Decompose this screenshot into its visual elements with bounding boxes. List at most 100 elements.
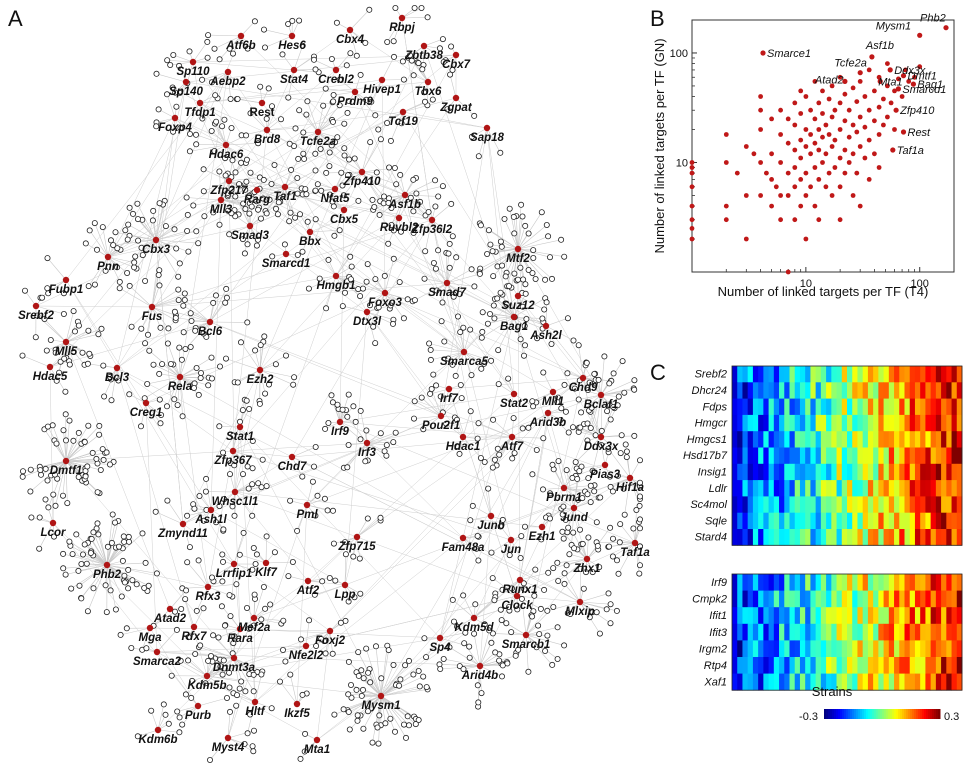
network-edge xyxy=(357,695,382,716)
target-node xyxy=(446,240,453,247)
heatmap-cell xyxy=(747,480,754,497)
network-edge xyxy=(487,316,515,324)
target-node xyxy=(243,156,250,163)
colorbar-segment xyxy=(854,709,857,719)
target-node xyxy=(179,413,186,420)
heatmap-cell xyxy=(878,463,884,481)
network-edge xyxy=(214,35,242,50)
network-edge xyxy=(566,558,588,566)
tf-label: Smad7 xyxy=(428,287,466,299)
heatmap-cell xyxy=(925,431,932,448)
heatmap-cell xyxy=(747,496,754,514)
colorbar-segment xyxy=(930,709,933,719)
target-node xyxy=(28,514,35,521)
heatmap-cell xyxy=(867,496,874,514)
scatter-point xyxy=(798,177,804,182)
target-node xyxy=(219,671,226,678)
network-edge xyxy=(608,448,631,479)
tf-label: Taf1a xyxy=(620,547,650,559)
network-edge xyxy=(462,537,479,561)
network-edge xyxy=(239,580,309,630)
scatter-point xyxy=(829,193,835,198)
heatmap-cell xyxy=(878,398,884,416)
network-edge xyxy=(431,203,452,221)
network-edge xyxy=(517,239,562,250)
target-node xyxy=(326,191,333,198)
target-node xyxy=(176,89,183,96)
target-node xyxy=(343,62,350,69)
heatmap-cell xyxy=(820,623,827,641)
heatmap-cell xyxy=(732,480,738,497)
target-node xyxy=(237,339,244,346)
tf-node xyxy=(190,623,198,631)
target-node xyxy=(518,201,525,208)
target-node xyxy=(364,261,371,268)
heatmap-cell xyxy=(737,463,743,481)
network-edge xyxy=(619,523,636,544)
target-node xyxy=(637,516,644,523)
target-node xyxy=(637,543,644,550)
heatmap-cell xyxy=(894,382,900,399)
network-edge xyxy=(317,123,345,133)
target-node xyxy=(341,539,348,546)
heatmap-cell xyxy=(904,657,911,674)
target-node xyxy=(249,512,256,519)
expression-heatmaps: Srebf2Dhcr24FdpsHmgcrHmgcs1Hsd17b7Insig1… xyxy=(683,365,963,723)
target-node xyxy=(421,635,428,642)
target-node xyxy=(143,645,150,652)
network-edge xyxy=(494,316,515,319)
network-edge xyxy=(386,17,403,43)
heatmap-cell xyxy=(841,529,848,546)
target-node xyxy=(331,139,338,146)
target-node xyxy=(125,533,132,540)
target-node xyxy=(369,739,376,746)
network-edge xyxy=(356,536,361,559)
scatter-point xyxy=(792,122,798,128)
target-node xyxy=(95,331,102,338)
heatmap-cell xyxy=(836,512,843,530)
target-node xyxy=(90,529,97,536)
tf-node xyxy=(222,141,230,149)
network-edge xyxy=(233,657,250,675)
network-edge xyxy=(184,299,211,323)
target-node xyxy=(614,402,621,409)
target-node xyxy=(609,488,616,495)
network-edge xyxy=(234,491,253,517)
target-node xyxy=(294,251,301,258)
network-edge xyxy=(111,367,118,401)
target-node xyxy=(184,227,191,234)
target-node xyxy=(281,241,288,248)
tf-node xyxy=(229,447,237,455)
network-edge xyxy=(65,432,80,462)
tf-node xyxy=(250,614,258,622)
heatmap-cell xyxy=(768,574,775,591)
target-node xyxy=(291,374,298,381)
target-node xyxy=(387,715,394,722)
heatmap-cell xyxy=(732,529,738,546)
target-node xyxy=(439,183,446,190)
heatmap-cell xyxy=(826,431,832,448)
target-node xyxy=(390,439,397,446)
target-node xyxy=(300,150,307,157)
target-node xyxy=(359,686,366,693)
network-edge xyxy=(52,522,208,677)
colorbar-segment xyxy=(900,709,903,719)
target-node xyxy=(380,193,387,200)
network-edge xyxy=(63,564,108,569)
heatmap-cell xyxy=(799,414,806,432)
network-edge xyxy=(65,321,79,343)
target-node xyxy=(637,457,644,464)
target-node xyxy=(427,390,434,397)
network-edge xyxy=(535,391,554,403)
target-node xyxy=(588,404,595,411)
target-node xyxy=(435,193,442,200)
network-edge xyxy=(494,298,515,318)
heatmap-cell xyxy=(941,382,947,399)
network-edge xyxy=(441,320,465,353)
target-node xyxy=(326,149,333,156)
network-edge xyxy=(264,35,293,48)
heatmap-cell xyxy=(862,480,869,497)
heatmap-cell xyxy=(773,463,780,481)
heatmap-cell xyxy=(826,529,832,546)
target-node xyxy=(156,267,163,274)
